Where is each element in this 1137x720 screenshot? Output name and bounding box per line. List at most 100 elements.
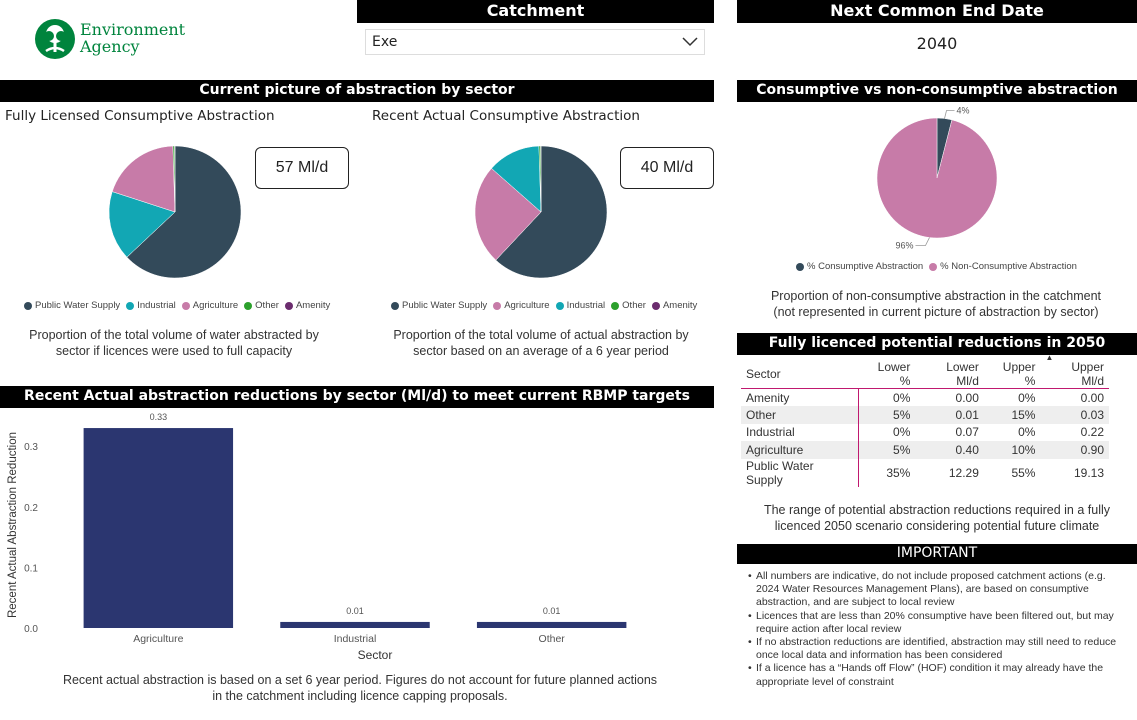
list-item: If a licence has a “Hands off Flow” (HOF… bbox=[748, 662, 1130, 688]
actual-pie-legend: Public Water Supply Agriculture Industrial… bbox=[391, 300, 697, 311]
important-notes-list: All numbers are indicative, do not inclu… bbox=[748, 570, 1130, 689]
legend-item-amenity[interactable]: Amenity bbox=[284, 300, 331, 311]
y-tick-label: 0.2 bbox=[24, 503, 38, 514]
environment-agency-logo: Environment Agency bbox=[34, 18, 194, 62]
table-cell: Other bbox=[741, 406, 860, 424]
end-date-header: Next Common End Date bbox=[737, 0, 1137, 23]
legend-item-industrial[interactable]: Industrial bbox=[126, 300, 176, 311]
legend-item-other[interactable]: Other bbox=[244, 300, 279, 311]
licensed-total-card: 57 Ml/d bbox=[255, 147, 349, 189]
table-row: Public Water Supply 35% 12.29 55% 19.13 bbox=[741, 458, 1109, 487]
x-tick-label: Industrial bbox=[334, 633, 377, 645]
x-axis-label: Sector bbox=[358, 648, 393, 662]
bar-section-header: Recent Actual abstraction reductions by … bbox=[0, 386, 714, 408]
y-tick-label: 0.1 bbox=[24, 563, 38, 574]
table-cell: 5% bbox=[858, 406, 916, 424]
legend-swatch bbox=[611, 301, 620, 310]
consumptive-caption: Proportion of non-consumptive abstractio… bbox=[770, 289, 1102, 319]
pie-data-label-small: 4% bbox=[957, 105, 970, 115]
column-header-lower-mld[interactable]: Lower Ml/d bbox=[915, 360, 984, 389]
pie-slice-industrial[interactable] bbox=[108, 191, 176, 258]
column-header-upper-pct[interactable]: Upper % bbox=[983, 360, 1041, 389]
bar-industrial[interactable] bbox=[280, 621, 430, 628]
column-header-upper-mld[interactable]: ▲ Upper Ml/d bbox=[1040, 353, 1109, 389]
current-picture-header: Current picture of abstraction by sector bbox=[0, 80, 714, 102]
legend-swatch bbox=[244, 301, 253, 310]
table-cell: 55% bbox=[1011, 465, 1036, 480]
actual-pie-title: Recent Actual Consumptive Abstraction bbox=[372, 108, 640, 124]
legend-label: Agriculture bbox=[504, 300, 550, 311]
table-cell: 0.03 bbox=[1040, 406, 1109, 424]
table-cell: Agriculture bbox=[741, 441, 860, 459]
chevron-down-icon bbox=[682, 37, 698, 47]
legend-swatch bbox=[284, 301, 293, 310]
pie-leader-line bbox=[944, 110, 955, 119]
legend-item-other[interactable]: Other bbox=[611, 300, 646, 311]
legend-item-agriculture[interactable]: Agriculture bbox=[181, 300, 239, 311]
licensed-pie-legend: Public Water Supply Industrial Agriculture… bbox=[24, 300, 330, 311]
bar-agriculture[interactable] bbox=[83, 428, 234, 628]
list-item: All numbers are indicative, do not inclu… bbox=[748, 570, 1130, 610]
table-cell: 19.13 bbox=[1073, 465, 1104, 480]
sort-ascending-icon: ▲ bbox=[1045, 353, 1054, 362]
legend-label: % Consumptive Abstraction bbox=[807, 261, 924, 272]
legend-item-public-water-supply[interactable]: Public Water Supply bbox=[391, 300, 487, 311]
important-header: IMPORTANT bbox=[737, 544, 1137, 564]
bar-data-label: 0.01 bbox=[346, 606, 364, 616]
catchment-dropdown[interactable]: Exe bbox=[365, 29, 705, 55]
y-tick-label: 0.3 bbox=[24, 442, 38, 453]
list-item: Licences that are less than 20% consumpt… bbox=[748, 610, 1130, 636]
table-cell: 5% bbox=[858, 441, 916, 459]
legend-item-agriculture[interactable]: Agriculture bbox=[493, 300, 550, 311]
legend-item-industrial[interactable]: Industrial bbox=[555, 300, 605, 311]
legend-item-pct-consumptive-abstraction[interactable]: % Consumptive Abstraction bbox=[796, 261, 923, 272]
y-tick-label: 0.0 bbox=[24, 624, 38, 635]
table-cell: 0.22 bbox=[1080, 425, 1104, 440]
table-cell: 0% bbox=[1018, 425, 1036, 440]
table-cell: Amenity bbox=[741, 388, 860, 406]
actual-pie-caption: Proportion of the total volume of actual… bbox=[393, 328, 689, 358]
table-cell: 0.90 bbox=[1040, 441, 1109, 459]
column-header-upper-mld-label: Upper Ml/d bbox=[1071, 360, 1104, 388]
legend-label: Other bbox=[255, 300, 279, 311]
actual-pie-chart bbox=[474, 145, 608, 279]
pie-slice-agriculture[interactable] bbox=[474, 168, 542, 261]
legend-swatch bbox=[796, 262, 804, 271]
legend-swatch bbox=[555, 301, 564, 310]
pie-slice-public-water-supply[interactable] bbox=[495, 145, 608, 279]
bar-section-caption: Recent actual abstraction is based on a … bbox=[62, 673, 658, 703]
table-cell: Industrial bbox=[741, 423, 860, 441]
legend-label: Public Water Supply bbox=[402, 300, 488, 311]
licensed-pie-title: Fully Licensed Consumptive Abstraction bbox=[5, 108, 275, 124]
table-cell: 0.40 bbox=[915, 441, 984, 459]
table-header-row: Sector Lower % Lower Ml/d Upper % ▲ Uppe… bbox=[741, 353, 1109, 389]
legend-label: Public Water Supply bbox=[35, 300, 121, 311]
reductions-bar-chart: Recent Actual Abstraction Reduction 0.0 0.… bbox=[7, 412, 627, 662]
list-item: If no abstraction reductions are identif… bbox=[748, 636, 1130, 662]
legend-label: Agriculture bbox=[192, 300, 239, 311]
legend-item-amenity[interactable]: Amenity bbox=[651, 300, 698, 311]
pie-slice-agriculture[interactable] bbox=[111, 145, 176, 213]
legend-label: Other bbox=[622, 300, 646, 311]
bar-data-label: 0.01 bbox=[543, 606, 561, 616]
legend-swatch bbox=[493, 301, 502, 310]
consumptive-header: Consumptive vs non-consumptive abstracti… bbox=[737, 80, 1137, 102]
legend-label: Amenity bbox=[662, 300, 698, 311]
legend-item-pct-non-consumptive-abstraction[interactable]: % Non-Consumptive Abstraction bbox=[929, 261, 1077, 272]
pie-slice-public-water-supply[interactable] bbox=[126, 145, 242, 279]
table-row: Agriculture 5% 0.40 10% 0.90 bbox=[741, 441, 1109, 459]
column-header-sector[interactable]: Sector bbox=[741, 360, 859, 389]
legend-label: Amenity bbox=[295, 300, 331, 311]
x-tick-label: Other bbox=[539, 633, 566, 645]
actual-total-card: 40 Ml/d bbox=[620, 147, 714, 189]
bar-other[interactable] bbox=[476, 621, 627, 628]
legend-item-public-water-supply[interactable]: Public Water Supply bbox=[24, 300, 120, 311]
x-tick-label: Agriculture bbox=[133, 633, 183, 645]
legend-swatch bbox=[24, 301, 32, 310]
column-header-lower-pct[interactable]: Lower % bbox=[858, 360, 916, 389]
table-cell: Public Water Supply bbox=[741, 458, 860, 487]
end-date-value: 2040 bbox=[916, 34, 958, 53]
pie-slice-pct-non-consumptive-abstraction[interactable] bbox=[876, 117, 998, 239]
consumptive-pie-legend: % Consumptive Abstraction % Non-Consumpti… bbox=[796, 261, 1077, 272]
catchment-header: Catchment bbox=[357, 0, 714, 23]
